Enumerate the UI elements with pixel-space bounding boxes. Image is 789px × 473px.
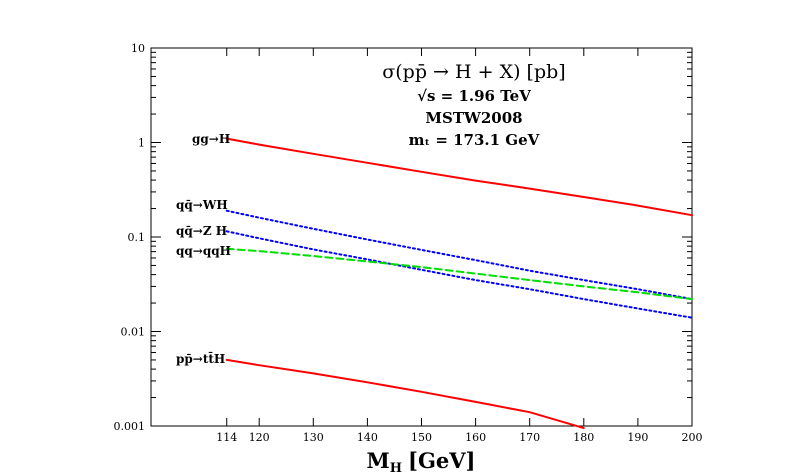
annotation-top-mass: mₜ = 173.1 GeV — [409, 131, 540, 149]
y-tick-label: 1 — [138, 137, 145, 150]
series-label-gg-h: gg→H — [192, 132, 230, 146]
y-tick-label: 10 — [131, 42, 145, 55]
x-tick-label: 190 — [627, 431, 648, 444]
series-line-qqbar-zh — [225, 230, 693, 319]
x-tick-label: 120 — [249, 431, 270, 444]
x-tick-label: 200 — [682, 431, 703, 444]
x-axis-label: MH [GeV] — [366, 448, 475, 473]
y-tick-label: 0.01 — [121, 326, 146, 339]
x-axis-label-unit: [GeV] — [408, 448, 475, 473]
x-tick-label: 130 — [303, 431, 324, 444]
series-label-qqbar-wh: qq̄→WH — [176, 198, 228, 212]
x-tick-label: 180 — [573, 431, 594, 444]
x-tick-label: 114 — [216, 431, 237, 444]
x-axis-label-var: M — [366, 448, 389, 473]
series-line-qq-qqh — [225, 247, 693, 301]
y-tick-label: 0.1 — [128, 231, 146, 244]
axis-ticks: 114 120 130 140 150 160 170 180 190 200 0.001 0.01 0… — [114, 42, 703, 444]
series-line-ppbar-tth — [225, 358, 585, 430]
series-label-qq-qqh: qq→qqH — [176, 244, 231, 258]
series-line-gg-h — [225, 137, 693, 217]
series-label-ppbar-tth: pp̄→tt̄H — [176, 350, 225, 366]
x-tick-label: 160 — [465, 431, 486, 444]
series-lines — [225, 137, 693, 430]
series-line-qqbar-wh — [225, 209, 693, 301]
x-tick-label: 140 — [357, 431, 378, 444]
y-tick-label: 0.001 — [114, 420, 146, 433]
x-tick-label: 170 — [519, 431, 540, 444]
series-label-qqbar-zh: qq̄→Z H — [176, 224, 227, 238]
x-axis-label-subscript: H — [390, 461, 402, 473]
chart-title: σ(pp̄ → H + X) [pb] — [382, 61, 565, 83]
x-tick-label: 150 — [411, 431, 432, 444]
annotation-pdf-set: MSTW2008 — [425, 109, 522, 127]
annotation-sqrt-s: √s = 1.96 TeV — [417, 87, 531, 105]
